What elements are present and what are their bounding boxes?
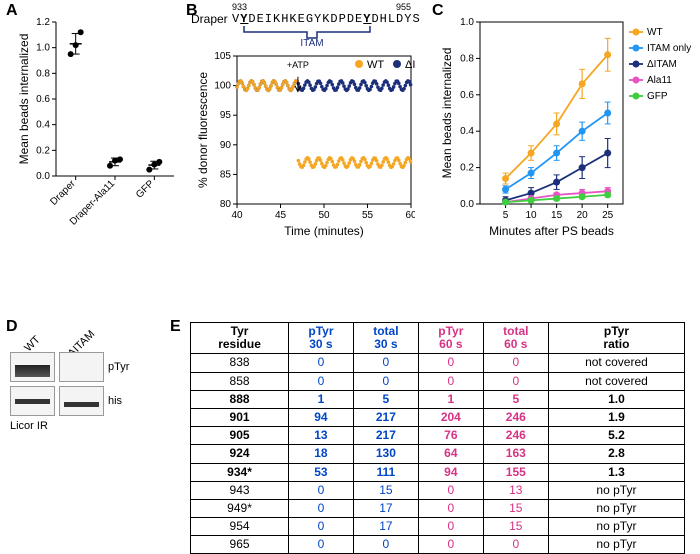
svg-text:95: 95 bbox=[220, 110, 232, 121]
svg-text:0.0: 0.0 bbox=[36, 171, 50, 182]
svg-text:ITAM only: ITAM only bbox=[647, 43, 691, 54]
svg-text:ΔITAM: ΔITAM bbox=[647, 59, 677, 70]
svg-text:85: 85 bbox=[220, 169, 232, 180]
seq-pre: V bbox=[232, 12, 240, 26]
blot-ptyr-ditam bbox=[59, 352, 104, 382]
svg-text:60: 60 bbox=[405, 210, 415, 221]
panel-c-chart: 0.0 0.2 0.4 0.6 0.8 1.0 5 10 15 20 25 Minutes after… bbox=[440, 14, 695, 238]
table-header: total30 s bbox=[353, 323, 418, 354]
licor-caption: Licor IR bbox=[10, 420, 160, 432]
seq-start-num: 933 bbox=[232, 2, 247, 12]
svg-text:15: 15 bbox=[551, 210, 563, 221]
svg-text:45: 45 bbox=[275, 210, 287, 221]
panel-label-d: D bbox=[6, 318, 18, 336]
panel-label-e: E bbox=[170, 318, 181, 336]
svg-text:90: 90 bbox=[220, 140, 232, 151]
row-label-his: his bbox=[108, 395, 122, 407]
panel-e-table: TyrresiduepTyr30 stotal30 spTyr60 stotal… bbox=[190, 322, 685, 554]
svg-text:80: 80 bbox=[220, 199, 232, 210]
table-row: 90513217762465.2 bbox=[191, 427, 685, 445]
svg-text:55: 55 bbox=[362, 210, 374, 221]
svg-text:25: 25 bbox=[602, 210, 614, 221]
svg-text:Time (minutes): Time (minutes) bbox=[284, 224, 364, 238]
itam-bracket: ITAM bbox=[232, 26, 400, 48]
panel-d-blots: WT ΔITAM pTyr his Licor IR bbox=[10, 338, 160, 432]
sequence-text: VYDEIKHKEGYKDPDEYDHLDYS bbox=[232, 12, 421, 26]
itam-label: ITAM bbox=[300, 38, 323, 48]
svg-text:0.6: 0.6 bbox=[36, 94, 50, 105]
svg-text:WT: WT bbox=[647, 27, 663, 38]
svg-text:% donor fluorescence: % donor fluorescence bbox=[196, 72, 210, 188]
svg-text:GFP: GFP bbox=[134, 178, 157, 201]
svg-text:0.8: 0.8 bbox=[36, 68, 50, 79]
svg-text:1.0: 1.0 bbox=[460, 17, 474, 28]
table-row: 88815151.0 bbox=[191, 390, 685, 408]
svg-text:100: 100 bbox=[214, 81, 231, 92]
panel-label-a: A bbox=[6, 2, 18, 20]
svg-text:0.8: 0.8 bbox=[460, 53, 474, 64]
svg-text:WT: WT bbox=[367, 59, 384, 71]
svg-text:10: 10 bbox=[526, 210, 538, 221]
table-header: pTyr30 s bbox=[289, 323, 354, 354]
svg-text:5: 5 bbox=[503, 210, 509, 221]
svg-text:Ala11: Ala11 bbox=[647, 75, 672, 86]
svg-text:ΔITAM: ΔITAM bbox=[405, 59, 415, 71]
table-row: 934*53111941551.3 bbox=[191, 463, 685, 481]
svg-text:1.2: 1.2 bbox=[36, 17, 50, 28]
row-label-ptyr: pTyr bbox=[108, 361, 129, 373]
panel-a-chart: 0.00.20.40.60.81.01.2DraperDraper-Ala11G… bbox=[18, 14, 180, 234]
seq-end-num: 955 bbox=[396, 2, 411, 12]
table-row: 92418130641632.8 bbox=[191, 445, 685, 463]
blot-his-wt bbox=[10, 386, 55, 416]
table-row: 954017015no pTyr bbox=[191, 518, 685, 536]
table-row: 8380000not covered bbox=[191, 354, 685, 372]
svg-text:1.0: 1.0 bbox=[36, 43, 50, 54]
table-header: total60 s bbox=[483, 323, 548, 354]
table-row: 943015013no pTyr bbox=[191, 481, 685, 499]
svg-text:50: 50 bbox=[318, 210, 330, 221]
svg-text:Mean beads internalized: Mean beads internalized bbox=[18, 34, 31, 165]
table-header: pTyr60 s bbox=[418, 323, 483, 354]
svg-text:Draper: Draper bbox=[48, 178, 78, 208]
svg-text:0.2: 0.2 bbox=[36, 145, 50, 156]
svg-text:0.4: 0.4 bbox=[36, 120, 50, 131]
table-row: 949*017015no pTyr bbox=[191, 499, 685, 517]
panel-b-chart: 80 85 90 95 100 105 40 45 50 55 60 Time (minutes) % … bbox=[195, 50, 415, 238]
svg-text:Mean beads internalized: Mean beads internalized bbox=[440, 48, 454, 179]
seq-protein-name: Draper bbox=[191, 12, 228, 26]
table-header: pTyrratio bbox=[548, 323, 684, 354]
svg-text:+ATP: +ATP bbox=[287, 60, 309, 70]
blot-his-ditam bbox=[59, 386, 104, 416]
svg-text:0.6: 0.6 bbox=[460, 90, 474, 101]
seq-mid: DEIKHKEGYKDPDE bbox=[248, 12, 363, 26]
svg-text:20: 20 bbox=[577, 210, 589, 221]
table-row: 8580000not covered bbox=[191, 372, 685, 390]
svg-text:0.2: 0.2 bbox=[460, 163, 474, 174]
svg-text:105: 105 bbox=[214, 51, 231, 62]
svg-text:Minutes after PS beads: Minutes after PS beads bbox=[489, 224, 614, 238]
table-header: Tyrresidue bbox=[191, 323, 289, 354]
blot-ptyr-wt bbox=[10, 352, 55, 382]
svg-text:0.0: 0.0 bbox=[460, 199, 474, 210]
svg-text:GFP: GFP bbox=[647, 91, 668, 102]
table-row: 9650000no pTyr bbox=[191, 536, 685, 554]
seq-post: DHLDYS bbox=[371, 12, 420, 26]
svg-text:0.4: 0.4 bbox=[460, 126, 474, 137]
table-row: 901942172042461.9 bbox=[191, 408, 685, 426]
svg-text:40: 40 bbox=[231, 210, 243, 221]
panel-e-table-wrap: TyrresiduepTyr30 stotal30 spTyr60 stotal… bbox=[190, 322, 685, 554]
